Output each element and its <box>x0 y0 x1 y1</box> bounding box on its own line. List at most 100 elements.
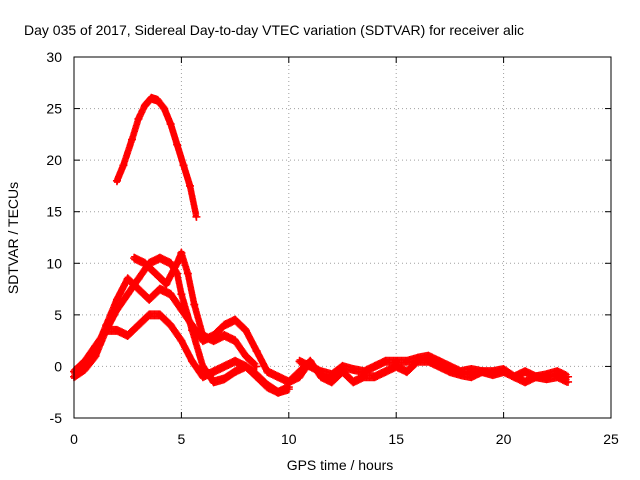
data-point <box>488 367 497 376</box>
data-point <box>564 372 573 381</box>
data-point <box>220 362 229 371</box>
data-point <box>127 135 136 144</box>
x-axis-label: GPS time / hours <box>287 457 394 473</box>
data-point <box>284 377 293 386</box>
data-point <box>241 362 250 371</box>
data-point <box>190 300 199 309</box>
plot-frame <box>73 56 612 419</box>
data-point <box>263 383 272 392</box>
data-point <box>177 290 186 299</box>
data-point <box>112 176 121 185</box>
data-point <box>521 367 530 376</box>
data-point <box>220 321 229 330</box>
data-point <box>123 290 132 299</box>
data-point <box>317 367 326 376</box>
data-point <box>155 310 164 319</box>
data-point <box>209 367 218 376</box>
data-point <box>188 357 197 366</box>
data-point <box>220 331 229 340</box>
y-tick-label: 5 <box>54 307 62 323</box>
data-point <box>510 372 519 381</box>
x-tick-label: 5 <box>178 431 186 447</box>
data-point <box>173 259 182 268</box>
y-axis-label: SDTVAR / TECUs <box>5 182 21 294</box>
y-tick-label: 10 <box>46 255 62 271</box>
data-point <box>140 101 149 110</box>
x-tick-label: 20 <box>496 431 512 447</box>
data-point <box>162 279 171 288</box>
data-point <box>112 295 121 304</box>
data-point <box>198 372 207 381</box>
data-point <box>166 120 175 129</box>
data-point <box>306 362 315 371</box>
data-point <box>123 331 132 340</box>
data-point <box>252 372 261 381</box>
data-point <box>183 269 192 278</box>
data-point <box>338 362 347 371</box>
y-tick-label: 30 <box>46 49 62 65</box>
data-point <box>166 321 175 330</box>
data-point <box>392 357 401 366</box>
data-point <box>274 388 283 397</box>
data-point <box>467 372 476 381</box>
data-point <box>145 295 154 304</box>
data-point <box>140 259 149 268</box>
data-point <box>413 354 422 363</box>
data-point <box>160 104 169 113</box>
data-point <box>435 357 444 366</box>
data-point <box>381 357 390 366</box>
data-point <box>359 367 368 376</box>
data-point <box>130 254 139 263</box>
data-point <box>134 114 143 123</box>
data-point <box>151 269 160 278</box>
data-point <box>155 254 164 263</box>
data-point <box>112 326 121 335</box>
data-point <box>209 331 218 340</box>
y-tick-label: -5 <box>50 410 63 426</box>
data-point <box>531 372 540 381</box>
data-point <box>209 377 218 386</box>
data-point <box>220 374 229 383</box>
data-point <box>134 274 143 283</box>
data-point <box>177 336 186 345</box>
data-point <box>402 357 411 366</box>
data-point <box>192 212 201 221</box>
data-point <box>445 362 454 371</box>
y-tick-label: 0 <box>54 358 62 374</box>
y-tick-label: 20 <box>46 152 62 168</box>
data-point <box>542 370 551 379</box>
data-point <box>370 372 379 381</box>
data-point <box>91 341 100 350</box>
series-arc-peak-26 <box>112 93 201 221</box>
data-point <box>381 367 390 376</box>
data-point <box>177 305 186 314</box>
data-point <box>145 310 154 319</box>
data-point <box>173 140 182 149</box>
data-point <box>349 377 358 386</box>
data-point <box>424 352 433 361</box>
data-point <box>188 321 197 330</box>
x-tick-label: 10 <box>281 431 297 447</box>
y-tick-label: 15 <box>46 204 62 220</box>
data-point <box>153 96 162 105</box>
data-point <box>467 365 476 374</box>
series-trail-high <box>295 351 573 382</box>
x-tick-label: 0 <box>70 431 78 447</box>
data-point <box>177 248 186 257</box>
data-point <box>147 94 156 103</box>
data-point <box>478 367 487 376</box>
data-point <box>327 370 336 379</box>
data-point <box>263 367 272 376</box>
data-point <box>231 357 240 366</box>
data-point <box>155 285 164 294</box>
data-point <box>80 357 89 366</box>
data-point <box>241 352 250 361</box>
data-point <box>185 181 194 190</box>
x-tick-label: 15 <box>388 431 404 447</box>
data-point <box>274 372 283 381</box>
data-point <box>370 362 379 371</box>
data-point <box>349 365 358 374</box>
data-point <box>166 290 175 299</box>
